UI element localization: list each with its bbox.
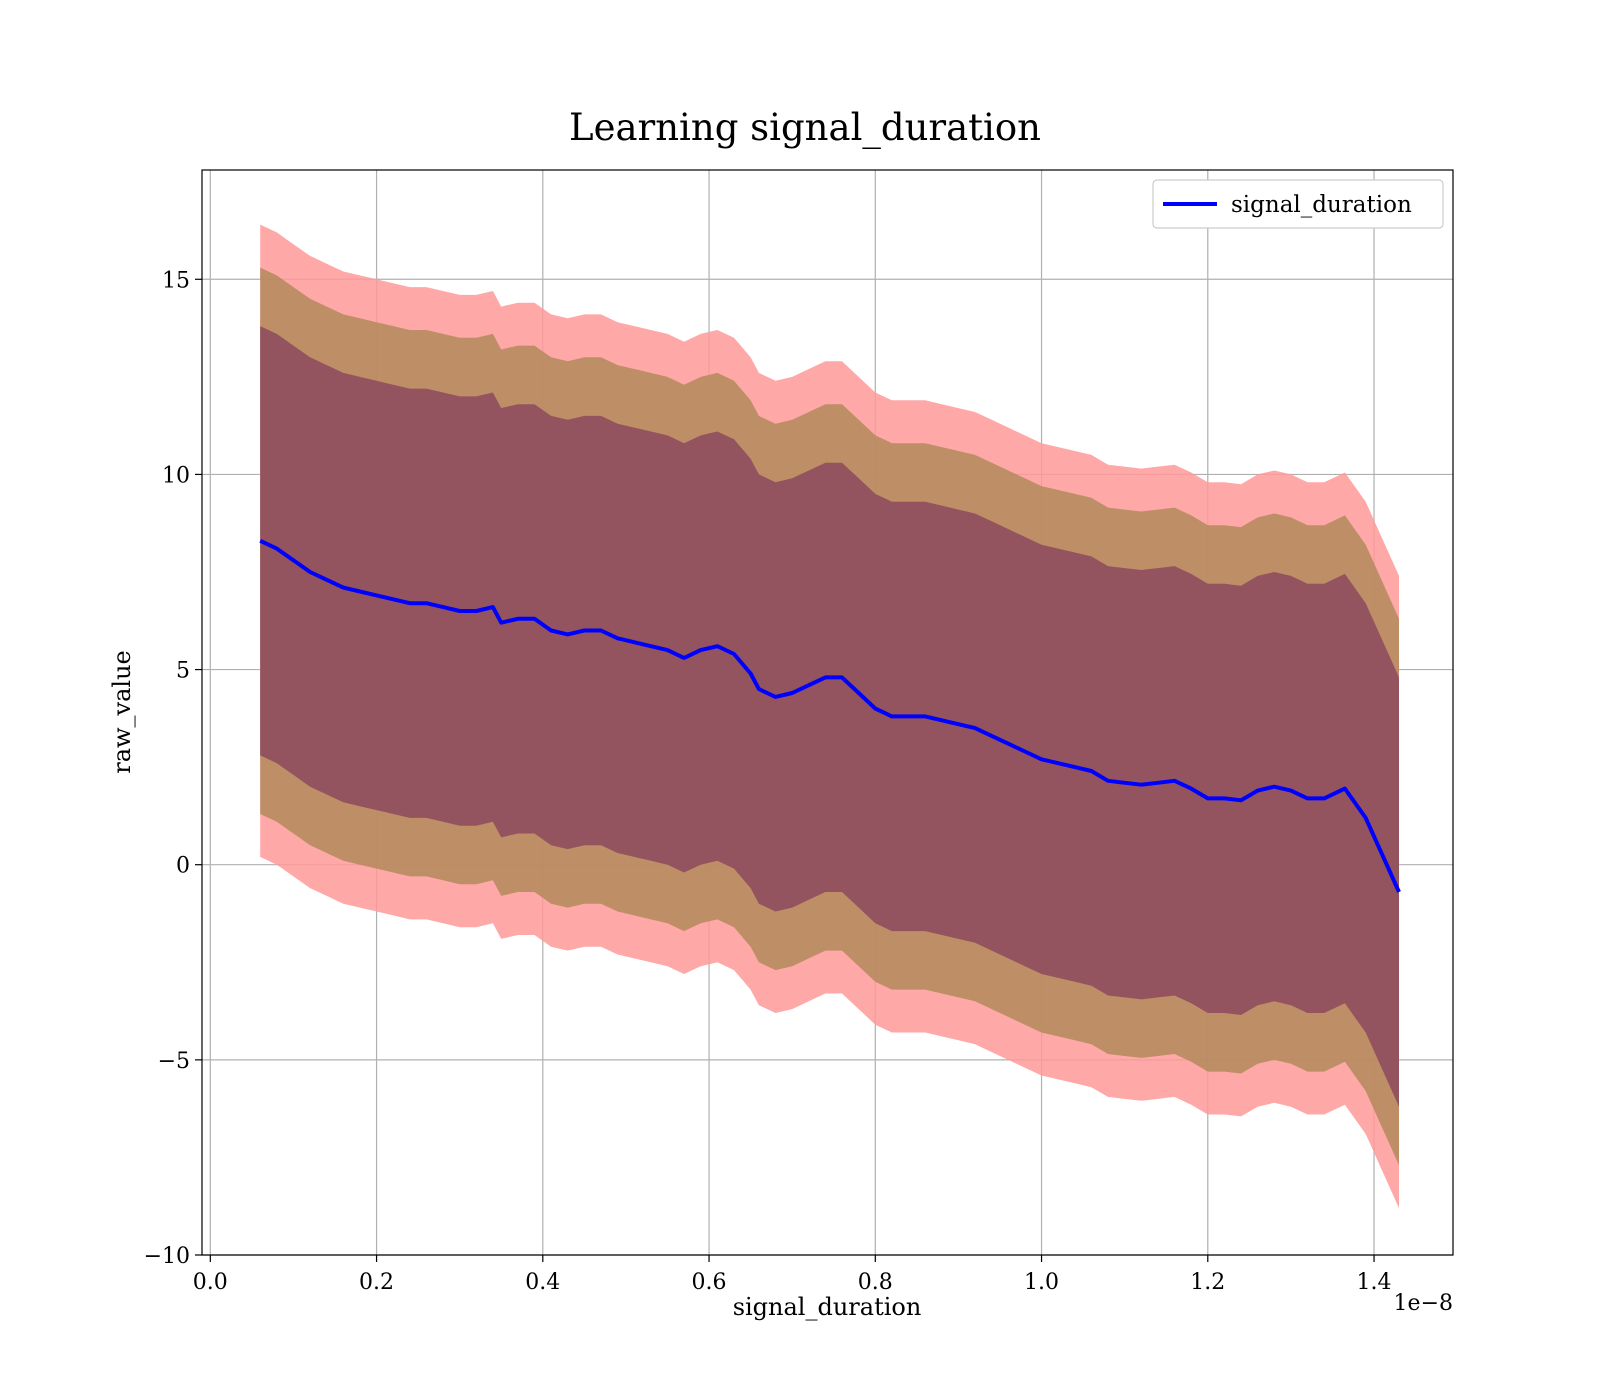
x-tick-label: 1.0 [1024, 1270, 1059, 1295]
y-tick-label: −5 [158, 1049, 190, 1074]
y-axis-label: raw_value [108, 650, 136, 774]
legend: signal_duration [1152, 179, 1444, 229]
plot-frame [201, 169, 1454, 1256]
x-tick-label: 1.2 [1190, 1270, 1225, 1295]
x-tick-label: 0.0 [193, 1270, 228, 1295]
y-tick-label: 10 [162, 463, 190, 488]
y-tick-label: −10 [144, 1244, 190, 1269]
x-tick-label: 0.2 [359, 1270, 394, 1295]
legend-entry-signal_duration: signal_duration [1231, 192, 1412, 218]
x-axis-label: signal_duration [733, 1293, 922, 1321]
series-line-signal_duration [259, 538, 1401, 893]
legend-box [1152, 179, 1444, 229]
x-tick-label: 0.8 [858, 1270, 893, 1295]
x-axis: 0.0 0.2 0.4 0.6 0.8 1.0 1.2 1.4 [193, 1255, 1392, 1295]
y-tick-label: 5 [176, 659, 190, 684]
x-axis-offset-label: 1e−8 [1394, 1291, 1453, 1316]
x-tick-label: 0.4 [525, 1270, 560, 1295]
x-tick-label: 1.4 [1357, 1270, 1392, 1295]
band-inner [260, 326, 1400, 1107]
confidence-bands [260, 224, 1400, 1209]
y-tick-label: 0 [176, 854, 190, 879]
y-axis: −10 −5 0 5 10 15 [144, 268, 202, 1269]
series-lines [259, 538, 1401, 893]
y-tick-label: 15 [162, 268, 190, 293]
chart-title: Learning signal_duration [569, 106, 1041, 150]
x-tick-label: 0.6 [692, 1270, 727, 1295]
